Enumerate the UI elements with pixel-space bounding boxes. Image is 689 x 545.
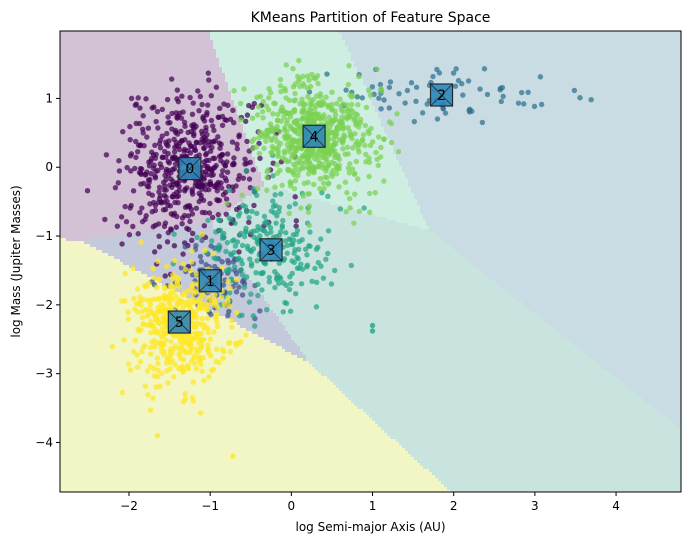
cluster-regions (60, 31, 682, 494)
chart-title: KMeans Partition of Feature Space (251, 10, 491, 26)
